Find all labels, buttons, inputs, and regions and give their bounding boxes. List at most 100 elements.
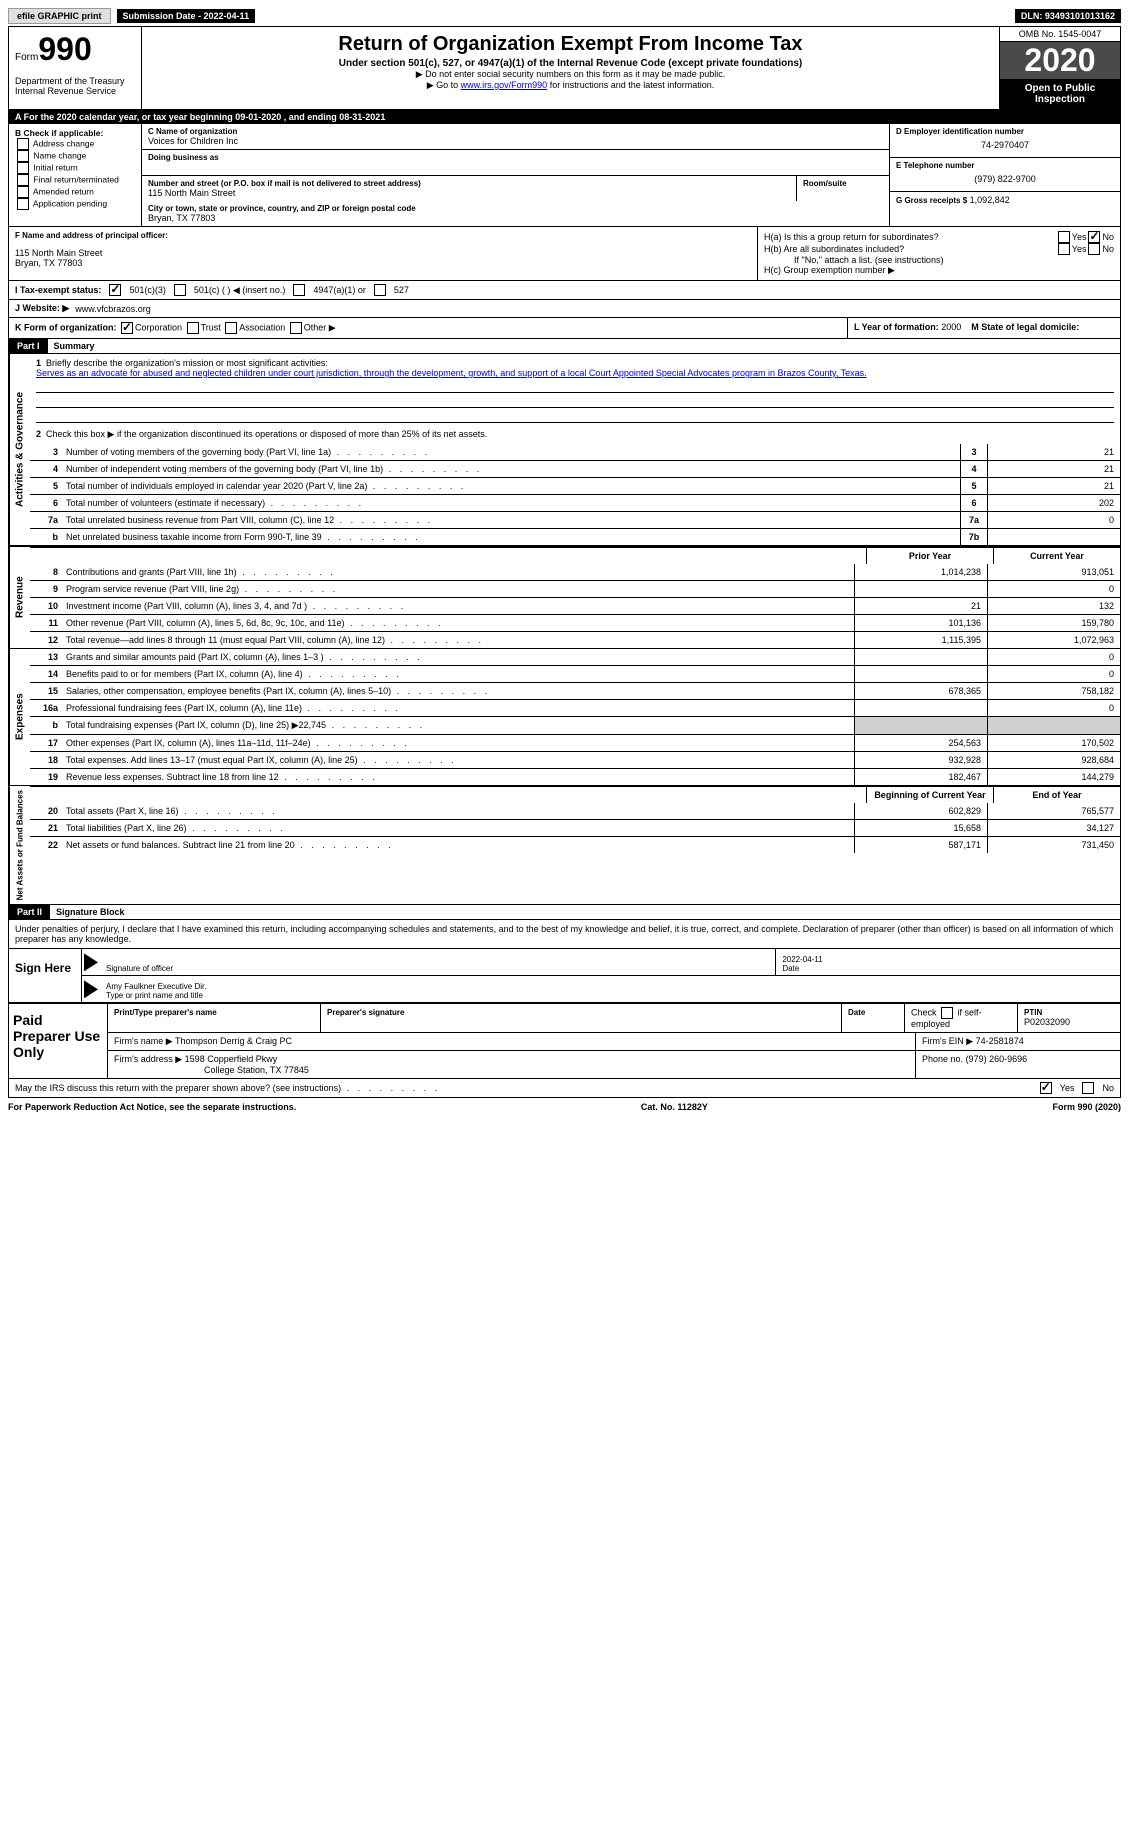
ptin-value: P02032090 [1024,1017,1070,1027]
arrow-icon [84,953,98,971]
summary-line: 14Benefits paid to or for members (Part … [30,665,1120,682]
gross-label: G Gross receipts $ [896,196,967,205]
sig-date-label: Date [782,964,1114,973]
summary-line: 15Salaries, other compensation, employee… [30,682,1120,699]
summary-line: 18Total expenses. Add lines 13–17 (must … [30,751,1120,768]
form-subtitle: Under section 501(c), 527, or 4947(a)(1)… [150,58,991,69]
summary-line: 4Number of independent voting members of… [30,460,1120,477]
goto-post: for instructions and the latest informat… [547,80,714,90]
summary-line: 22Net assets or fund balances. Subtract … [30,836,1120,853]
prep-date-label: Date [848,1008,865,1017]
ein-label: D Employer identification number [896,127,1114,136]
ha-yes-checkbox[interactable] [1058,231,1070,243]
open-inspection: Open to Public Inspection [1000,79,1120,109]
instructions-link[interactable]: www.irs.gov/Form990 [461,80,548,90]
beg-year-header: Beginning of Current Year [866,787,993,803]
row-k: K Form of organization: Corporation Trus… [9,318,847,338]
app-pending-checkbox[interactable] [17,198,29,210]
discuss-no-checkbox[interactable] [1082,1082,1094,1094]
form-ref: Form 990 (2020) [1052,1102,1121,1112]
efile-print-button[interactable]: efile GRAPHIC print [8,8,111,24]
form-prefix: Form [15,52,38,63]
prep-name-label: Print/Type preparer's name [114,1008,217,1017]
room-label: Room/suite [803,179,883,188]
4947-checkbox[interactable] [293,284,305,296]
section-b-heading: B Check if applicable: [15,128,135,138]
city-label: City or town, state or province, country… [148,204,883,213]
addr-change-checkbox[interactable] [17,138,29,150]
end-year-header: End of Year [993,787,1120,803]
summary-line: 12Total revenue—add lines 8 through 11 (… [30,631,1120,648]
trust-checkbox[interactable] [187,322,199,334]
street-value: 115 North Main Street [148,188,790,198]
summary-line: bNet unrelated business taxable income f… [30,528,1120,545]
amended-checkbox[interactable] [17,186,29,198]
summary-line: 5Total number of individuals employed in… [30,477,1120,494]
tax-year-strip: A For the 2020 calendar year, or tax yea… [9,110,1120,124]
ha-no-checkbox[interactable] [1088,231,1100,243]
section-c: C Name of organization Voices for Childr… [142,124,890,226]
initial-return-checkbox[interactable] [17,162,29,174]
org-name: Voices for Children Inc [148,136,883,146]
prep-sig-label: Preparer's signature [327,1008,405,1017]
year-formation-label: L Year of formation: [854,322,939,332]
street-label: Number and street (or P.O. box if mail i… [148,179,790,188]
hb-no-checkbox[interactable] [1088,243,1100,255]
summary-line: 21Total liabilities (Part X, line 26)15,… [30,819,1120,836]
self-employed-checkbox[interactable] [941,1007,953,1019]
sig-officer-label: Signature of officer [106,964,769,973]
irs-label: Internal Revenue Service [15,86,135,96]
summary-line: 13Grants and similar amounts paid (Part … [30,649,1120,665]
summary-line: 20Total assets (Part X, line 16)602,8297… [30,803,1120,819]
name-change-checkbox[interactable] [17,150,29,162]
firm-name: Thompson Derrig & Craig PC [175,1036,292,1046]
ein-value: 74-2970407 [896,136,1114,154]
summary-line: 16aProfessional fundraising fees (Part I… [30,699,1120,716]
firm-phone: (979) 260-9696 [966,1054,1028,1064]
firm-addr2: College Station, TX 77845 [114,1065,309,1075]
phone-label: E Telephone number [896,161,1114,170]
paid-preparer-label: Paid Preparer Use Only [9,1004,107,1078]
summary-line: 10Investment income (Part VIII, column (… [30,597,1120,614]
officer-addr2: Bryan, TX 77803 [15,258,751,268]
summary-line: 6Total number of volunteers (estimate if… [30,494,1120,511]
side-net-assets: Net Assets or Fund Balances [9,786,30,904]
paperwork-notice: For Paperwork Reduction Act Notice, see … [8,1102,296,1112]
summary-line: 19Revenue less expenses. Subtract line 1… [30,768,1120,785]
form-container: Form990 Department of the Treasury Inter… [8,26,1121,1098]
tax-year: 2020 [1000,42,1120,79]
hb-note: If "No," attach a list. (see instruction… [764,255,1114,265]
city-value: Bryan, TX 77803 [148,213,883,223]
501c-checkbox[interactable] [174,284,186,296]
side-governance: Activities & Governance [9,354,30,545]
assoc-checkbox[interactable] [225,322,237,334]
arrow-icon [84,980,98,998]
final-return-checkbox[interactable] [17,174,29,186]
527-checkbox[interactable] [374,284,386,296]
501c3-checkbox[interactable] [109,284,121,296]
row-i: I Tax-exempt status: 501(c)(3) 501(c) ( … [9,280,1120,299]
ptin-label: PTIN [1024,1008,1042,1017]
discuss-yes-checkbox[interactable] [1040,1082,1052,1094]
summary-line: 3Number of voting members of the governi… [30,444,1120,460]
current-year-header: Current Year [993,548,1120,564]
summary-line: bTotal fundraising expenses (Part IX, co… [30,716,1120,734]
officer-addr1: 115 North Main Street [15,248,751,258]
year-formation-value: 2000 [941,322,961,332]
corp-checkbox[interactable] [121,322,133,334]
row-j: J Website: ▶ www.vfcbrazos.org [9,299,1120,317]
summary-line: 17Other expenses (Part IX, column (A), l… [30,734,1120,751]
q2-text: Check this box ▶ if the organization dis… [46,429,487,439]
firm-addr1: 1598 Copperfield Pkwy [185,1054,278,1064]
org-name-label: C Name of organization [148,127,883,136]
perjury-text: Under penalties of perjury, I declare th… [9,919,1120,948]
part2-title: Signature Block [50,905,131,919]
other-checkbox[interactable] [290,322,302,334]
hb-label: H(b) Are all subordinates included? [764,244,1056,254]
sign-here-label: Sign Here [9,949,81,1002]
website-value: www.vfcbrazos.org [75,304,151,314]
goto-pre: ▶ Go to [427,80,461,90]
summary-line: 7aTotal unrelated business revenue from … [30,511,1120,528]
ssn-note: ▶ Do not enter social security numbers o… [150,69,991,80]
hb-yes-checkbox[interactable] [1058,243,1070,255]
